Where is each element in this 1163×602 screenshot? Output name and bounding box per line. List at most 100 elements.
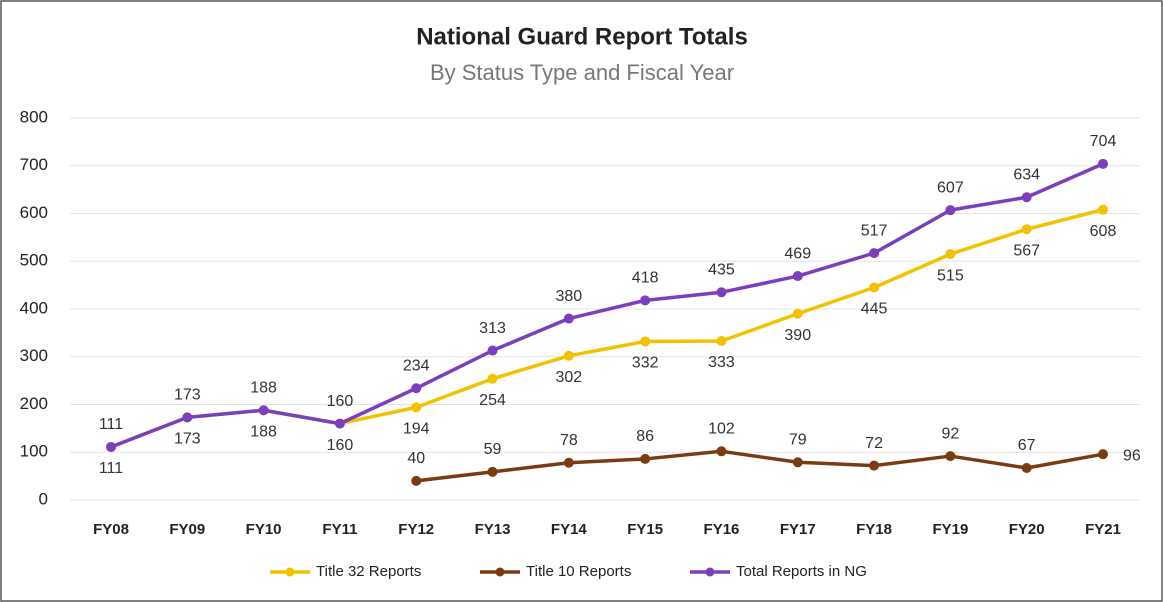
data-label: 380: [555, 288, 582, 305]
data-point: [869, 248, 880, 259]
data-label: 704: [1090, 133, 1117, 150]
legend-marker: [495, 567, 505, 577]
data-label: 59: [484, 441, 502, 458]
legend-marker: [705, 567, 715, 577]
data-point: [1098, 158, 1108, 169]
y-tick-label: 700: [20, 155, 48, 174]
data-label: 469: [784, 245, 811, 262]
data-point: [1098, 449, 1108, 460]
data-point: [1021, 224, 1032, 235]
data-label: 302: [555, 369, 582, 386]
data-label: 173: [174, 387, 201, 404]
y-tick-label: 600: [20, 203, 48, 222]
x-tick-label: FY14: [551, 521, 588, 538]
y-tick-label: 800: [20, 107, 48, 126]
x-tick-label: FY13: [475, 521, 511, 538]
data-point: [716, 335, 727, 346]
data-label: 160: [327, 437, 354, 454]
y-tick-label: 500: [20, 251, 48, 270]
x-tick-label: FY18: [856, 521, 892, 538]
data-point: [1021, 463, 1032, 474]
data-label: 40: [407, 450, 425, 467]
data-label: 517: [861, 222, 888, 239]
data-point: [334, 418, 345, 429]
data-point: [792, 271, 803, 282]
data-label: 92: [941, 425, 959, 442]
data-point: [487, 466, 498, 477]
data-point: [792, 308, 803, 319]
data-point: [640, 453, 651, 464]
data-label: 515: [937, 267, 964, 284]
data-point: [945, 451, 956, 462]
data-point: [869, 460, 880, 471]
y-tick-label: 300: [20, 346, 48, 365]
data-point: [487, 373, 498, 384]
data-point: [487, 345, 498, 356]
chart-title: National Guard Report Totals: [416, 23, 748, 50]
data-label: 634: [1013, 166, 1040, 183]
x-tick-label: FY17: [780, 521, 816, 538]
series-line: [110, 162, 1104, 449]
x-tick-label: FY21: [1085, 521, 1121, 538]
data-label: 234: [403, 357, 430, 374]
y-tick-label: 200: [20, 394, 48, 413]
y-tick-label: 400: [20, 298, 48, 317]
x-tick-label: FY19: [932, 521, 968, 538]
data-label: 78: [560, 432, 578, 449]
y-tick-label: 0: [39, 489, 48, 508]
data-point: [411, 383, 422, 394]
data-label: 390: [784, 327, 811, 344]
chart-subtitle: By Status Type and Fiscal Year: [430, 60, 734, 85]
data-label: 102: [708, 421, 735, 438]
legend-label: Title 10 Reports: [526, 563, 631, 580]
data-point: [945, 249, 956, 260]
x-tick-label: FY11: [322, 521, 357, 538]
data-point: [945, 205, 956, 216]
data-label: 607: [937, 179, 964, 196]
data-point: [411, 402, 422, 413]
legend-label: Total Reports in NG: [736, 563, 867, 580]
data-label: 567: [1013, 242, 1040, 259]
data-point: [258, 405, 269, 416]
data-label: 160: [327, 393, 354, 410]
data-point: [792, 457, 803, 468]
data-label: 332: [632, 355, 659, 372]
series-line: [416, 449, 1104, 483]
legend-label: Title 32 Reports: [316, 563, 421, 580]
data-point: [1021, 192, 1032, 203]
data-point: [563, 457, 574, 468]
data-label: 435: [708, 262, 735, 279]
data-point: [411, 475, 422, 486]
y-tick-label: 100: [20, 442, 48, 461]
data-label: 79: [789, 431, 807, 448]
x-tick-label: FY16: [704, 521, 740, 538]
data-label: 67: [1018, 437, 1036, 454]
data-point: [563, 350, 574, 361]
data-label: 173: [174, 431, 201, 448]
x-tick-label: FY12: [398, 521, 434, 538]
data-point: [716, 446, 727, 457]
data-label: 194: [403, 421, 430, 438]
data-point: [640, 336, 651, 347]
data-point: [640, 295, 651, 306]
data-point: [1098, 204, 1108, 215]
data-point: [563, 313, 574, 324]
data-label: 418: [632, 270, 659, 287]
data-label: 111: [99, 416, 123, 433]
data-label: 333: [708, 354, 735, 371]
data-label: 313: [479, 320, 506, 337]
data-point: [716, 287, 727, 298]
x-tick-label: FY20: [1009, 521, 1045, 538]
legend-marker: [285, 567, 295, 577]
data-label: 188: [250, 423, 277, 440]
data-label: 86: [636, 428, 654, 445]
data-label: 111: [99, 460, 123, 477]
data-label: 445: [861, 301, 888, 318]
data-label: 254: [479, 392, 506, 409]
data-label: 96: [1123, 447, 1141, 464]
x-tick-label: FY10: [246, 521, 282, 538]
x-tick-label: FY09: [169, 521, 205, 538]
data-point: [869, 282, 880, 293]
